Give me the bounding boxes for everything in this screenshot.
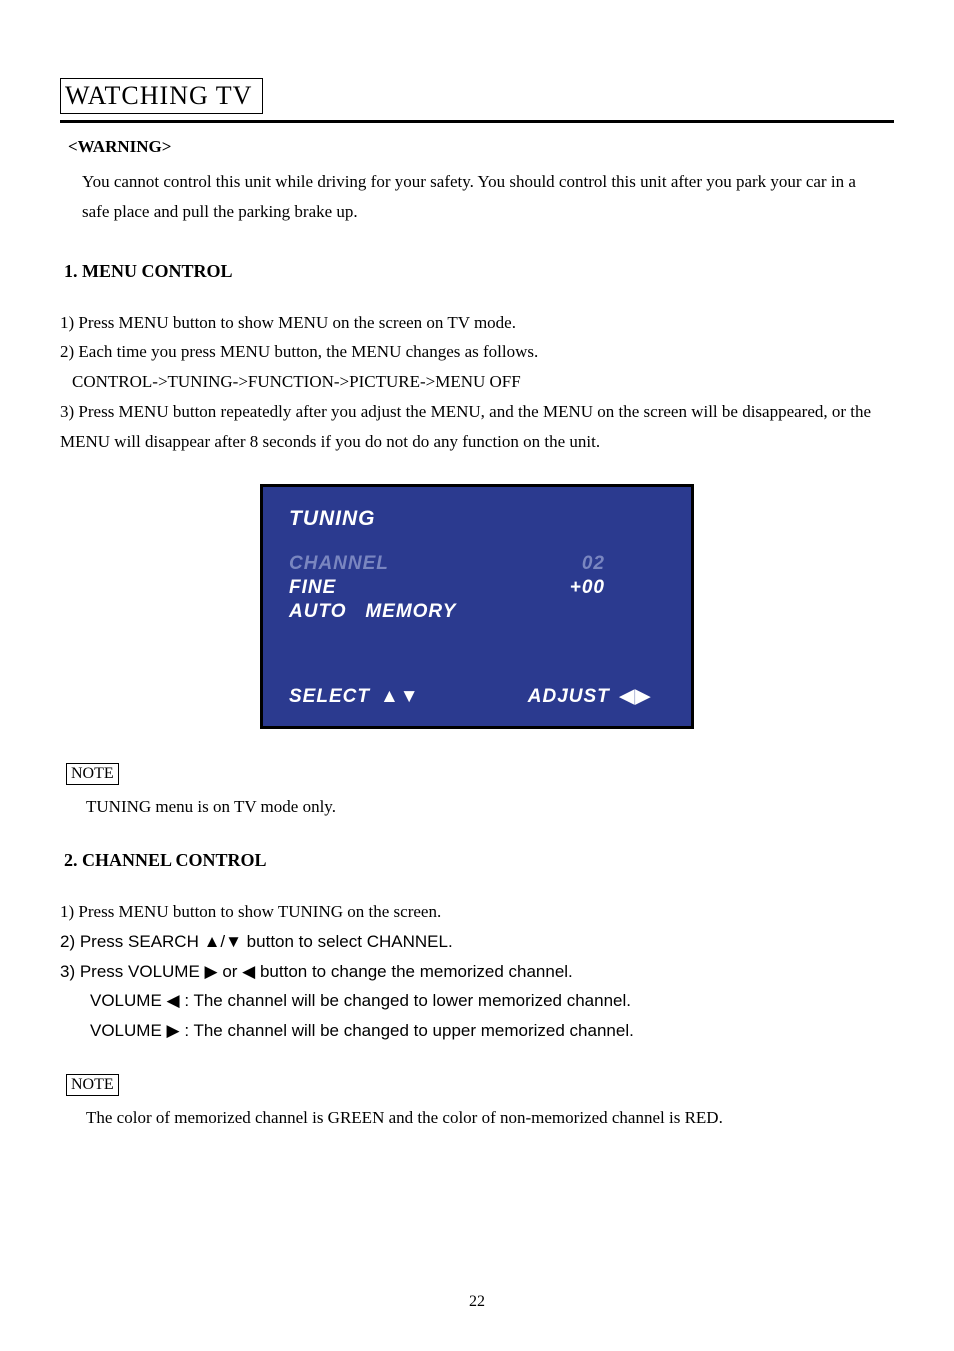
section-2-line-3b: VOLUME ▶ : The channel will be changed t… bbox=[90, 1016, 894, 1046]
tv-channel-value: 02 bbox=[582, 553, 605, 575]
up-down-triangle-icon: ▲▼ bbox=[380, 686, 420, 708]
warning-text: You cannot control this unit while drivi… bbox=[82, 167, 884, 227]
tv-fine-value: +00 bbox=[570, 577, 605, 599]
page-title: WATCHING TV bbox=[60, 78, 263, 114]
tv-bottom-row: SELECT ▲▼ ADJUST ◀▶ bbox=[289, 685, 665, 708]
section-2-line-3: 3) Press VOLUME ▶ or ◀ button to change … bbox=[60, 957, 894, 987]
title-divider bbox=[60, 120, 894, 123]
note-2-label: NOTE bbox=[66, 1074, 119, 1096]
tv-auto-memory-row: AUTO MEMORY bbox=[289, 601, 457, 623]
tv-auto-label: AUTO bbox=[289, 601, 346, 622]
tv-adjust-label: ADJUST bbox=[528, 686, 610, 708]
section-1-line-2-sub: CONTROL->TUNING->FUNCTION->PICTURE->MENU… bbox=[72, 367, 894, 397]
note-1-label: NOTE bbox=[66, 763, 119, 785]
note-1-text: TUNING menu is on TV mode only. bbox=[86, 793, 894, 822]
section-1-line-3: 3) Press MENU button repeatedly after yo… bbox=[60, 397, 894, 457]
tv-screen-mockup: TUNING CHANNEL FINE AUTO MEMORY 02 +00 S… bbox=[260, 484, 694, 729]
section-1-line-2: 2) Each time you press MENU button, the … bbox=[60, 337, 894, 367]
tv-memory-label: MEMORY bbox=[365, 601, 456, 622]
tv-menu-title: TUNING bbox=[289, 507, 665, 531]
section-1-line-1: 1) Press MENU button to show MENU on the… bbox=[60, 308, 894, 338]
tv-select-label-group: SELECT ▲▼ bbox=[289, 686, 420, 708]
page-number: 22 bbox=[0, 1293, 954, 1311]
section-1-heading: 1. MENU CONTROL bbox=[64, 261, 894, 282]
section-2-line-1: 1) Press MENU button to show TUNING on t… bbox=[60, 897, 894, 927]
tv-row-channel: CHANNEL FINE AUTO MEMORY 02 +00 bbox=[289, 553, 665, 623]
tv-spacer bbox=[599, 601, 605, 623]
tv-fine-label: FINE bbox=[289, 577, 457, 599]
section-1-body: 1) Press MENU button to show MENU on the… bbox=[60, 308, 894, 457]
tv-adjust-label-group: ADJUST ◀▶ bbox=[528, 685, 651, 708]
section-2-line-3a: VOLUME ◀ : The channel will be changed t… bbox=[90, 986, 894, 1016]
tv-channel-label: CHANNEL bbox=[289, 553, 457, 575]
note-2-text: The color of memorized channel is GREEN … bbox=[86, 1104, 894, 1133]
section-2-heading: 2. CHANNEL CONTROL bbox=[64, 850, 894, 871]
section-2-line-2: 2) Press SEARCH ▲/▼ button to select CHA… bbox=[60, 927, 894, 957]
left-right-triangle-icon: ◀▶ bbox=[620, 685, 651, 708]
tv-select-label: SELECT bbox=[289, 686, 370, 708]
section-2-body: 1) Press MENU button to show TUNING on t… bbox=[60, 897, 894, 1046]
warning-label: <WARNING> bbox=[68, 137, 894, 157]
